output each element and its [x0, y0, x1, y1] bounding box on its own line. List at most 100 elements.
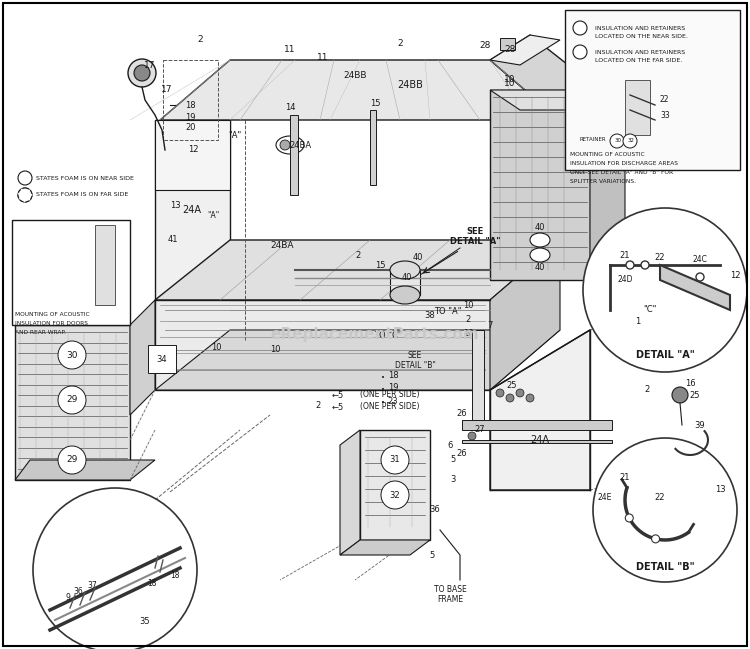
Text: MOUNTING OF ACOUSTIC: MOUNTING OF ACOUSTIC: [15, 312, 90, 317]
Text: 30: 30: [614, 138, 622, 143]
Text: AND REAR WRAP.: AND REAR WRAP.: [15, 330, 66, 335]
Text: 14: 14: [285, 103, 296, 112]
Text: 33: 33: [660, 110, 670, 119]
Circle shape: [610, 134, 624, 148]
Text: 15: 15: [370, 99, 380, 108]
Text: •: •: [381, 387, 385, 393]
Text: RETAINER: RETAINER: [580, 137, 607, 142]
Text: TO BASE: TO BASE: [433, 585, 466, 594]
Text: 40: 40: [535, 263, 545, 273]
Text: 12: 12: [730, 271, 740, 280]
Polygon shape: [490, 240, 560, 390]
Circle shape: [641, 261, 649, 269]
Text: 24BA: 24BA: [270, 241, 294, 249]
Text: TO "A": TO "A": [434, 308, 462, 317]
Text: 24BA: 24BA: [289, 140, 311, 149]
Text: 1: 1: [635, 317, 640, 326]
Text: SEE: SEE: [466, 228, 484, 236]
Circle shape: [573, 21, 587, 35]
Polygon shape: [360, 430, 430, 540]
Text: 6: 6: [447, 441, 453, 450]
Text: 19: 19: [388, 384, 398, 393]
Circle shape: [506, 394, 514, 402]
Text: 12: 12: [188, 145, 198, 154]
Text: 24BB: 24BB: [397, 80, 423, 90]
Text: DETAIL "A": DETAIL "A": [450, 238, 500, 247]
Text: 17: 17: [144, 60, 156, 69]
Circle shape: [468, 432, 476, 440]
Text: 18: 18: [185, 101, 196, 110]
Text: 28: 28: [479, 40, 490, 49]
Text: 24A: 24A: [530, 435, 550, 445]
Text: 1: 1: [638, 315, 643, 324]
Text: DETAIL "B": DETAIL "B": [394, 360, 436, 369]
Text: 32: 32: [390, 491, 400, 500]
Circle shape: [593, 438, 737, 582]
Text: 24D: 24D: [617, 275, 633, 284]
Text: 36: 36: [74, 587, 82, 596]
Text: 10: 10: [463, 300, 473, 310]
Text: TO "C": TO "C": [374, 330, 402, 339]
Text: 2: 2: [608, 160, 613, 169]
Polygon shape: [490, 35, 600, 120]
Text: 24E: 24E: [598, 493, 612, 502]
Text: 2: 2: [356, 251, 361, 260]
Text: ←5: ←5: [332, 402, 344, 411]
Circle shape: [516, 389, 524, 397]
Text: 30: 30: [66, 350, 78, 360]
Ellipse shape: [390, 261, 420, 279]
Text: 18: 18: [388, 371, 398, 380]
Bar: [148, 345, 176, 373]
Polygon shape: [130, 300, 155, 415]
Polygon shape: [625, 80, 650, 135]
Polygon shape: [15, 460, 155, 480]
Text: 2: 2: [398, 38, 403, 47]
Text: (ONE PER SIDE): (ONE PER SIDE): [360, 391, 419, 400]
Text: 7: 7: [488, 321, 493, 330]
Ellipse shape: [276, 136, 304, 154]
Ellipse shape: [530, 233, 550, 247]
Text: 21: 21: [620, 474, 630, 482]
Text: 18: 18: [147, 580, 157, 589]
Circle shape: [381, 446, 409, 474]
Text: 10: 10: [463, 330, 473, 339]
Text: 22: 22: [660, 95, 670, 104]
Text: LOCATED ON THE NEAR SIDE.: LOCATED ON THE NEAR SIDE.: [595, 34, 688, 40]
Text: 22: 22: [655, 254, 665, 262]
Text: 3: 3: [450, 476, 456, 485]
Text: 10: 10: [270, 345, 280, 354]
Text: 20: 20: [185, 123, 196, 132]
Polygon shape: [155, 120, 230, 190]
Text: •: •: [381, 375, 385, 381]
Polygon shape: [490, 90, 590, 280]
Text: 10: 10: [504, 79, 516, 88]
Text: DETAIL "A": DETAIL "A": [635, 350, 694, 360]
Circle shape: [134, 65, 150, 81]
Polygon shape: [340, 540, 430, 555]
Text: 31: 31: [390, 456, 400, 465]
Text: 11: 11: [317, 53, 328, 62]
Text: STATES FOAM IS ON NEAR SIDE: STATES FOAM IS ON NEAR SIDE: [36, 175, 134, 180]
Text: 2: 2: [644, 386, 650, 395]
Polygon shape: [155, 120, 230, 300]
Text: 23: 23: [388, 397, 398, 406]
Text: 29: 29: [66, 395, 78, 404]
Polygon shape: [490, 90, 625, 110]
Text: 29: 29: [66, 456, 78, 465]
Text: INSULATION AND RETAINERS: INSULATION AND RETAINERS: [595, 49, 686, 55]
Text: FRAME: FRAME: [437, 596, 463, 604]
Text: ONLY. SEE DETAIL "A" AND "B" FOR: ONLY. SEE DETAIL "A" AND "B" FOR: [570, 170, 674, 175]
Bar: [462, 420, 612, 430]
Ellipse shape: [530, 248, 550, 262]
Polygon shape: [575, 75, 625, 130]
Text: DETAIL "B": DETAIL "B": [636, 562, 694, 572]
Polygon shape: [95, 225, 115, 305]
Text: 5: 5: [450, 456, 455, 465]
Circle shape: [280, 140, 290, 150]
Circle shape: [652, 535, 659, 543]
Circle shape: [583, 208, 747, 372]
Text: 2: 2: [642, 450, 647, 459]
Text: 38: 38: [424, 310, 435, 319]
Text: •: •: [381, 400, 385, 406]
Text: 10: 10: [211, 343, 221, 352]
